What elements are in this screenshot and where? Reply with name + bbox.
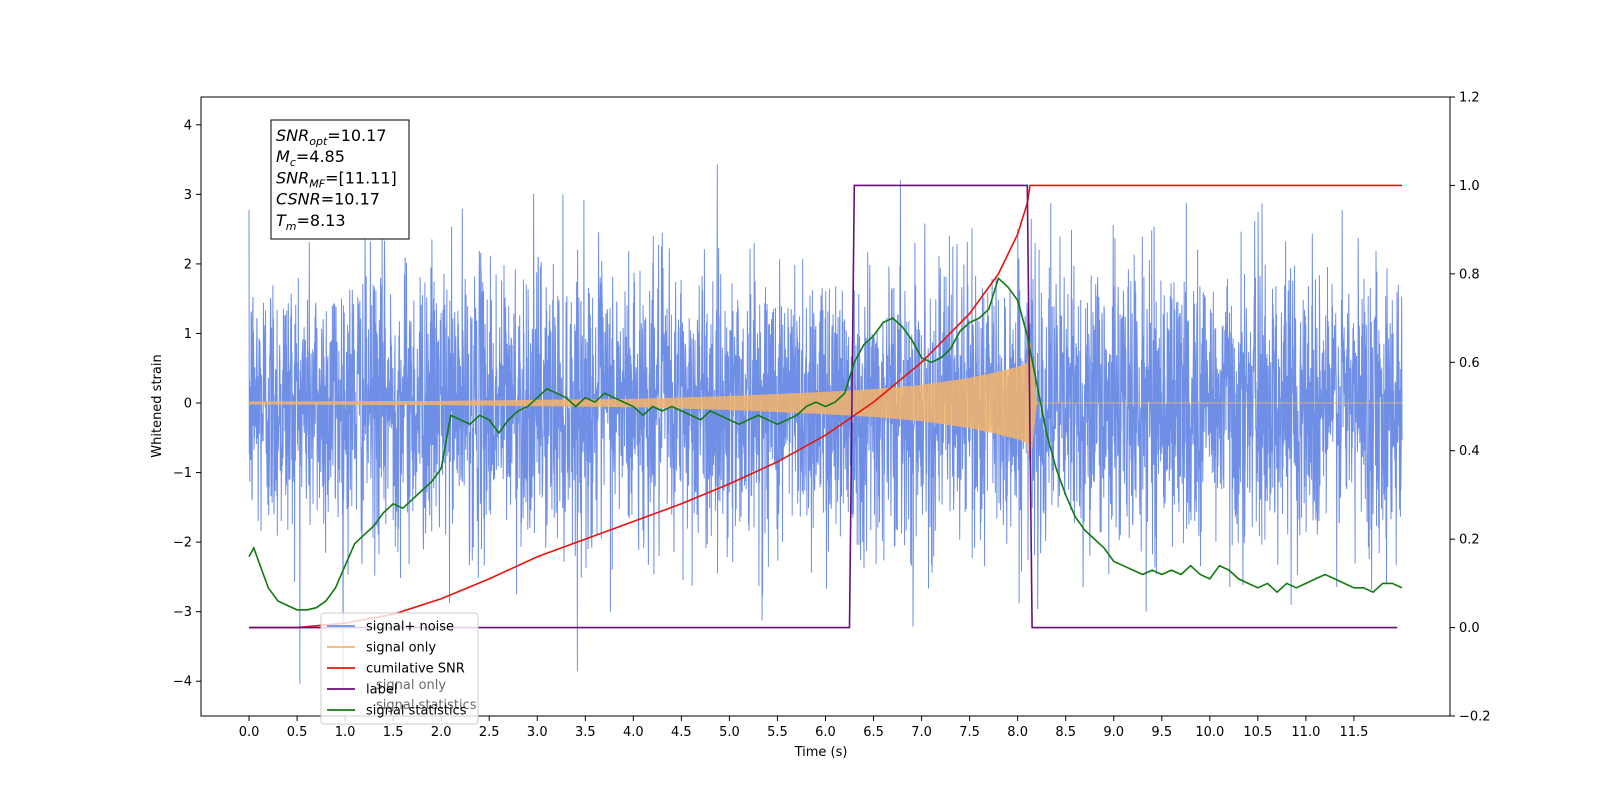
x-tick-label: 0.0 — [239, 725, 260, 740]
legend: signal only signal statistics signal+ nois… — [320, 612, 479, 725]
y2-tick-label: 0.8 — [1459, 267, 1480, 282]
x-tick-label: 5.0 — [719, 725, 740, 740]
legend-label: signal statistics — [366, 704, 467, 719]
legend-label: signal+ noise — [366, 620, 454, 635]
y-tick-label: 4 — [184, 118, 192, 133]
y-axis: −4 −3 −2 −1 0 1 2 3 4 — [173, 118, 201, 690]
legend-label: cumilative SNR — [366, 662, 465, 677]
x-tick-label: 5.5 — [767, 725, 788, 740]
y2-tick-label: 0.0 — [1459, 621, 1480, 636]
x-tick-label: 4.5 — [671, 725, 692, 740]
x-tick-label: 8.0 — [1007, 725, 1028, 740]
y-axis-label: Whitened strain — [150, 354, 165, 457]
x-tick-label: 2.0 — [431, 725, 452, 740]
y-tick-label: −3 — [173, 605, 192, 620]
stats-annotation: SNRopt=10.17Mc=4.85SNRMF=[11.11]CSNR=10.… — [270, 119, 410, 240]
y2-tick-label: 0.4 — [1459, 444, 1480, 459]
y-tick-label: −2 — [173, 536, 192, 551]
x-tick-label: 4.0 — [623, 725, 644, 740]
x-tick-label: 7.5 — [959, 725, 980, 740]
y-tick-label: −4 — [173, 675, 192, 690]
legend-label: signal only — [366, 641, 436, 656]
x-tick-label: 10.5 — [1243, 725, 1272, 740]
y-tick-label: −1 — [173, 466, 192, 481]
x-tick-label: 11.5 — [1339, 725, 1368, 740]
x-tick-label: 6.5 — [863, 725, 884, 740]
y-tick-label: 3 — [184, 188, 192, 203]
y2-tick-label: 0.6 — [1459, 356, 1480, 371]
series-signal-statistics — [248, 276, 1403, 611]
annotation-box — [270, 119, 410, 240]
y-tick-label: 0 — [184, 397, 192, 412]
x-tick-label: 2.5 — [479, 725, 500, 740]
y2-tick-label: 1.0 — [1459, 179, 1480, 194]
annotation-line: SNRMF=[11.11] — [276, 168, 397, 190]
x-tick-label: 3.5 — [575, 725, 596, 740]
x-axis-label: Time (s) — [794, 745, 848, 760]
annotation-line: Mc=4.85 — [276, 147, 345, 169]
x-tick-label: 0.5 — [287, 725, 308, 740]
plot-area — [248, 164, 1403, 689]
y2-axis: −0.2 0.0 0.2 0.4 0.6 0.8 1.0 1.2 — [1450, 91, 1491, 725]
y2-tick-label: 0.2 — [1459, 533, 1480, 548]
x-tick-label: 11.0 — [1291, 725, 1320, 740]
y2-tick-label: −0.2 — [1459, 710, 1491, 725]
x-tick-label: 6.0 — [815, 725, 836, 740]
x-axis: 0.0 0.5 1.0 1.5 2.0 2.5 3.0 3.5 4.0 4.5 5.0 5.5 6.0 6… — [239, 716, 1368, 740]
series-label — [249, 184, 1398, 629]
y2-tick-label: 1.2 — [1459, 91, 1480, 106]
series-cumulative-snr — [249, 184, 1402, 629]
x-tick-label: 9.0 — [1103, 725, 1124, 740]
x-tick-label: 1.5 — [383, 725, 404, 740]
x-tick-label: 1.0 — [335, 725, 356, 740]
legend-ghost-label: signal only — [376, 678, 446, 693]
annotation-line: CSNR=10.17 — [276, 190, 380, 209]
y-tick-label: 1 — [184, 327, 192, 342]
y-tick-label: 2 — [184, 257, 192, 272]
legend-box — [320, 612, 479, 725]
annotation-line: Tm=8.13 — [276, 211, 346, 233]
x-tick-label: 3.0 — [527, 725, 548, 740]
x-tick-label: 7.0 — [911, 725, 932, 740]
series-signal-only — [248, 342, 1402, 466]
x-tick-label: 10.0 — [1195, 725, 1224, 740]
x-tick-label: 8.5 — [1055, 725, 1076, 740]
legend-label: label — [366, 683, 397, 698]
legend-ghost-label: signal statistics — [376, 698, 477, 713]
x-tick-label: 9.5 — [1151, 725, 1172, 740]
annotation-line: SNRopt=10.17 — [276, 126, 387, 148]
